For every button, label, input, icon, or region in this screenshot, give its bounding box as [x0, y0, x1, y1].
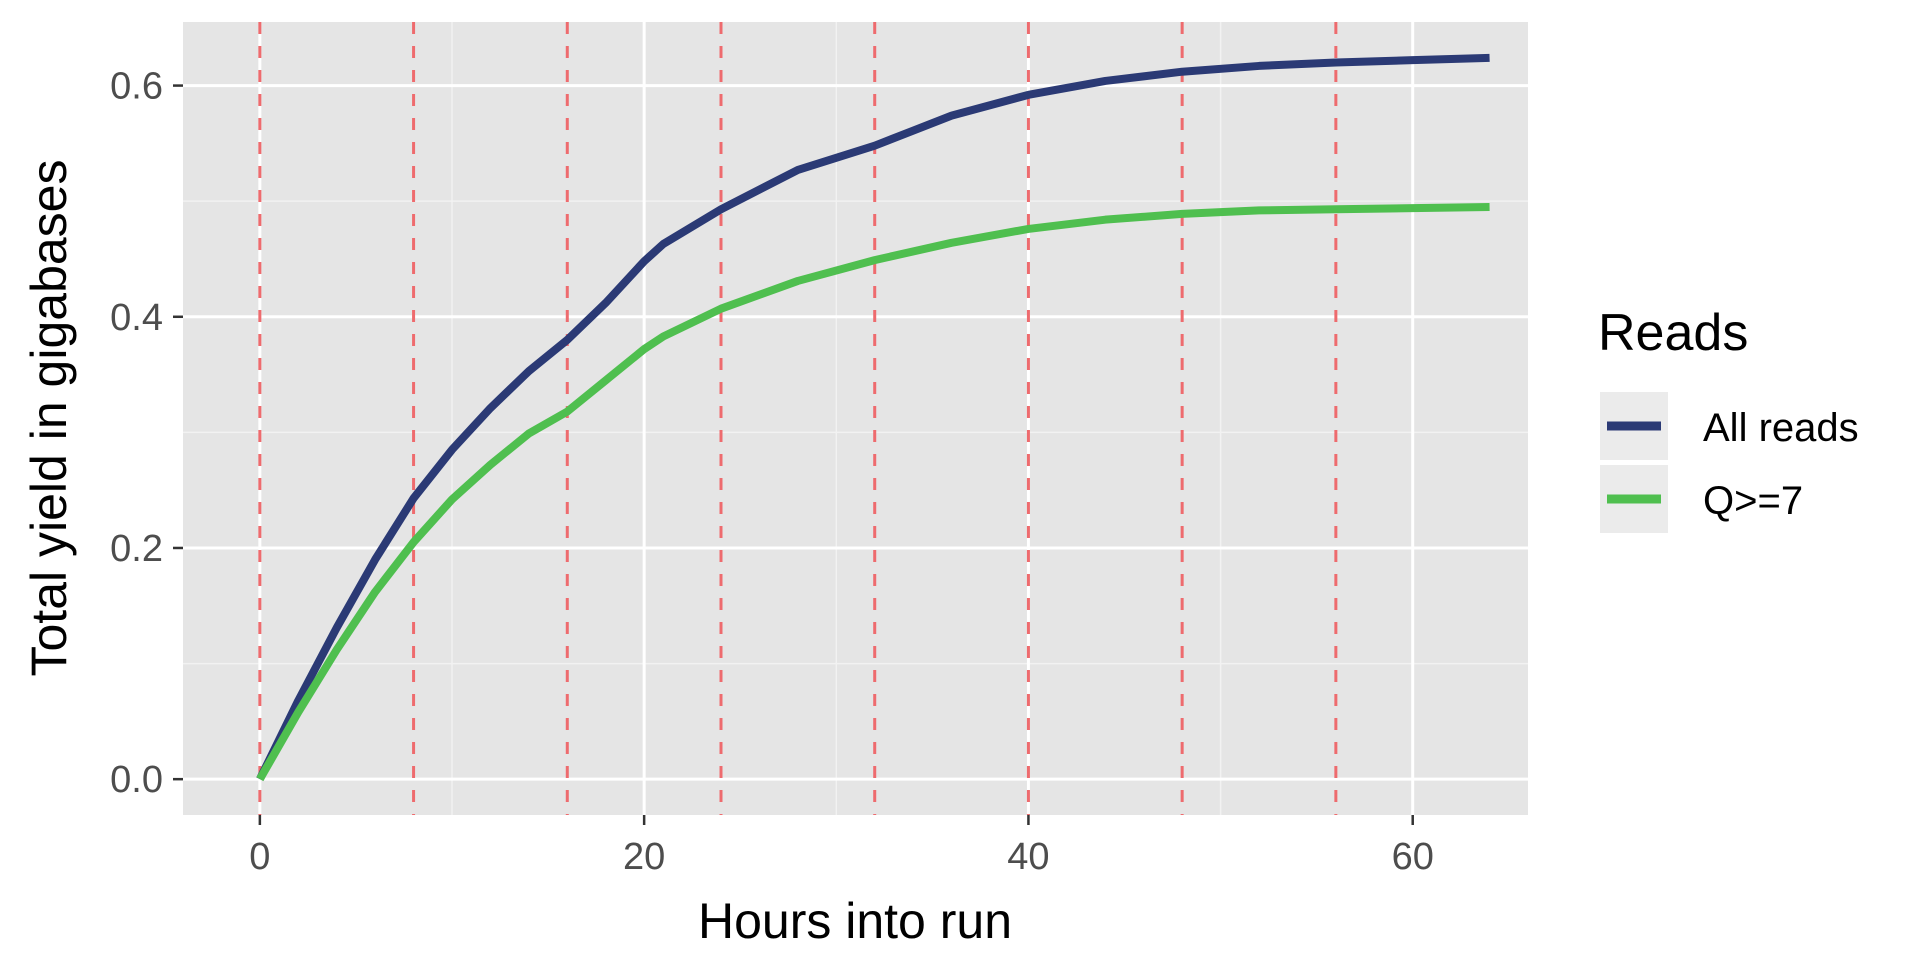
y-tick-label-0_2: 0.2: [110, 528, 163, 570]
x-tick-label-40: 40: [1007, 836, 1049, 878]
legend-label-q7: Q>=7: [1703, 479, 1803, 523]
x-axis-title: Hours into run: [698, 893, 1012, 949]
x-tick-labels: 0 20 40 60: [249, 836, 1434, 878]
x-tick-label-60: 60: [1392, 836, 1434, 878]
x-tick-label-0: 0: [249, 836, 270, 878]
series-line-all-reads: [256, 53, 1490, 781]
y-axis-title: Total yield in gigabases: [21, 160, 77, 677]
plot-panel: [183, 22, 1528, 815]
y-tick-labels: 0.0 0.2 0.4 0.6: [110, 66, 163, 802]
y-tick-label-0: 0.0: [110, 759, 163, 801]
series-line-q7: [256, 202, 1490, 782]
y-tick-label-0_4: 0.4: [110, 297, 163, 339]
x-tick-label-20: 20: [623, 836, 665, 878]
axis-ticks: [173, 84, 1414, 825]
legend: Reads All reads Q>=7: [1598, 304, 1859, 533]
series-lines: [256, 53, 1490, 782]
y-tick-label-0_6: 0.6: [110, 66, 163, 108]
legend-label-all-reads: All reads: [1703, 406, 1859, 450]
legend-title: Reads: [1598, 304, 1748, 362]
